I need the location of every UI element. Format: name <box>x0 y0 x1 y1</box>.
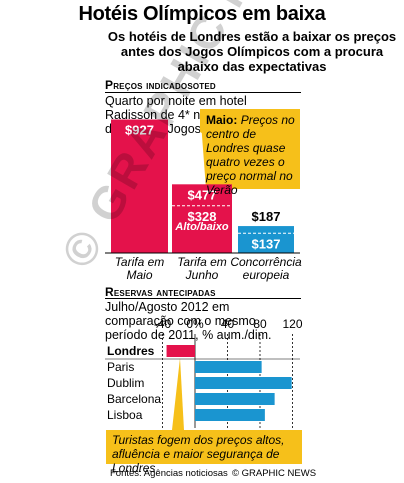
price-bar-secondary-label: $137 <box>252 236 281 251</box>
price-bar <box>111 119 168 254</box>
price-bar-label: $187 <box>252 209 281 224</box>
price-category-label: Tarifa em Junho <box>177 255 227 282</box>
page-subtitle: Os hotéis de Londres estão a baixar os p… <box>107 29 397 74</box>
booking-tick-label: 80 <box>253 317 267 331</box>
booking-callout-text: Turistas fogem dos preços altos, afluênc… <box>112 433 285 475</box>
footer-credit: © GRAPHIC NEWS <box>232 468 317 479</box>
booking-tick-label: -40 <box>154 317 172 331</box>
section1-heading: Preços indicadosoted <box>105 78 216 92</box>
price-bar-label: $477 <box>188 187 217 202</box>
booking-category-label: Dublim <box>107 376 144 390</box>
footer-sources: Fontes: Agências noticiosas <box>110 468 228 479</box>
booking-category-label: Paris <box>107 360 134 374</box>
booking-bar <box>195 393 275 405</box>
price-bar-secondary-label: $328 <box>188 209 217 224</box>
booking-tick-label: 120 <box>282 317 302 331</box>
booking-callout-pointer <box>172 358 184 430</box>
page-title: Hotéis Olímpicos em baixa <box>78 3 326 25</box>
section1-rule <box>105 92 301 93</box>
booking-bar <box>195 377 292 389</box>
booking-bar <box>195 361 262 373</box>
booking-bar <box>166 345 195 357</box>
price-category-label: Concorrência europeia <box>230 255 302 282</box>
booking-tick-label: 40 <box>221 317 235 331</box>
booking-category-label: Barcelona <box>107 392 161 406</box>
booking-category-label: Londres <box>107 344 155 358</box>
price-callout: Maio: Preços no centro de Londres quase … <box>200 109 300 197</box>
price-bar <box>238 226 294 253</box>
section2-description: Julho/Agosto 2012 em comparação com o me… <box>105 300 272 342</box>
price-callout-bold: Maio: <box>206 113 238 127</box>
booking-callout: Turistas fogem dos preços altos, afluênc… <box>106 430 302 475</box>
booking-tick-label: 0% <box>186 317 204 331</box>
price-bar-label: $927 <box>125 123 154 138</box>
price-category-label: Tarifa em Maio <box>115 255 165 282</box>
price-bar <box>172 184 232 253</box>
price-callout-text: Preços no centro de Londres quase quatro… <box>206 113 295 197</box>
booking-callout-box <box>106 430 302 464</box>
booking-bar <box>195 409 265 421</box>
booking-category-label: Lisboa <box>107 408 143 422</box>
section2-heading: Reservas antecipadas <box>105 285 216 299</box>
section2-rule <box>105 298 301 299</box>
price-callout-pointer <box>200 109 300 189</box>
price-annotation: Alto/baixo <box>174 221 228 233</box>
